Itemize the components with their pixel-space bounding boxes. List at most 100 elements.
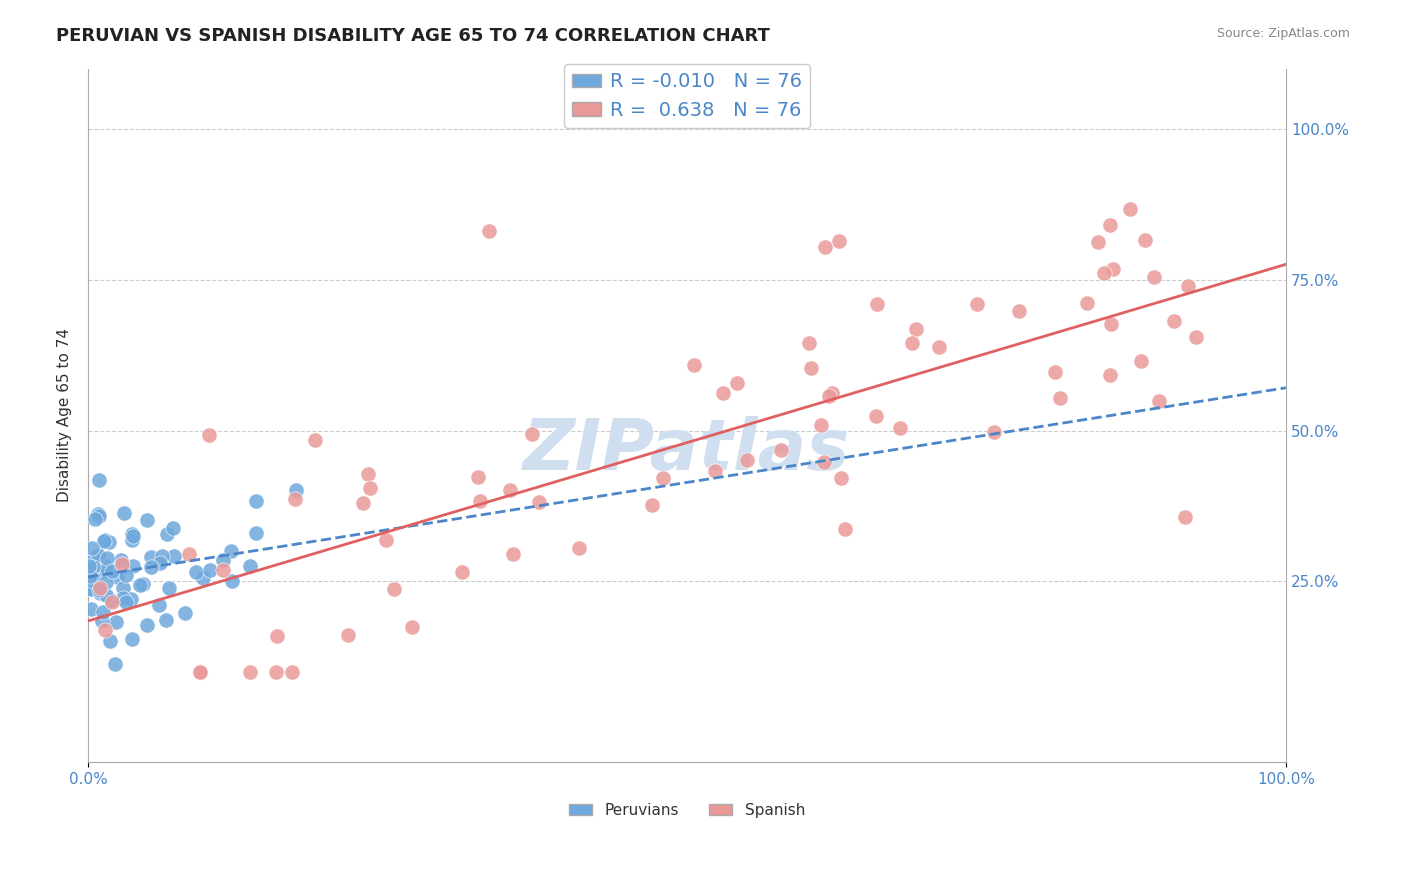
Point xyxy=(80,602,103,616)
Point xyxy=(136,513,159,527)
Point xyxy=(711,386,734,401)
Point xyxy=(1147,394,1170,409)
Point xyxy=(211,563,233,577)
Point xyxy=(155,613,177,627)
Point xyxy=(401,620,423,634)
Point xyxy=(375,533,398,547)
Point xyxy=(79,562,101,576)
Point xyxy=(813,455,835,469)
Point xyxy=(478,224,501,238)
Point xyxy=(149,556,172,570)
Point xyxy=(98,535,121,549)
Point xyxy=(87,582,110,597)
Point xyxy=(359,481,381,495)
Point xyxy=(1008,304,1031,318)
Point xyxy=(1098,218,1121,232)
Point xyxy=(865,409,887,423)
Point xyxy=(148,598,170,612)
Point xyxy=(91,614,114,628)
Point xyxy=(357,467,380,481)
Point xyxy=(93,533,115,547)
Point xyxy=(87,473,110,487)
Point xyxy=(94,588,117,602)
Point xyxy=(121,527,143,541)
Point xyxy=(91,605,114,619)
Point xyxy=(1184,329,1206,343)
Point xyxy=(800,360,823,375)
Point xyxy=(1049,391,1071,405)
Point xyxy=(1045,365,1067,379)
Point xyxy=(121,533,143,547)
Point xyxy=(966,296,988,310)
Point xyxy=(105,570,128,584)
Point xyxy=(112,591,135,606)
Point xyxy=(1092,266,1115,280)
Point xyxy=(93,533,115,548)
Point xyxy=(1087,235,1109,249)
Point xyxy=(1177,278,1199,293)
Point xyxy=(1129,354,1152,368)
Point xyxy=(735,453,758,467)
Point xyxy=(1143,270,1166,285)
Point xyxy=(156,527,179,541)
Text: ZIPatlas: ZIPatlas xyxy=(523,416,851,484)
Point xyxy=(80,582,103,596)
Point xyxy=(382,582,405,597)
Point xyxy=(188,665,211,679)
Point xyxy=(87,549,110,564)
Point xyxy=(769,443,792,458)
Point xyxy=(499,483,522,497)
Point xyxy=(451,565,474,579)
Point xyxy=(122,529,145,543)
Point xyxy=(120,591,142,606)
Point xyxy=(104,615,127,630)
Point xyxy=(818,389,841,403)
Point xyxy=(79,581,101,595)
Point xyxy=(94,564,117,578)
Point xyxy=(89,585,111,599)
Point xyxy=(304,433,326,447)
Point xyxy=(111,581,134,595)
Point xyxy=(84,511,107,525)
Point xyxy=(264,665,287,679)
Point xyxy=(114,595,136,609)
Point xyxy=(94,574,117,589)
Point xyxy=(280,665,302,679)
Point xyxy=(98,634,121,648)
Point xyxy=(221,574,243,588)
Point xyxy=(245,526,267,541)
Point xyxy=(1099,317,1122,331)
Point xyxy=(157,581,180,595)
Point xyxy=(110,553,132,567)
Point xyxy=(80,541,103,555)
Text: Source: ZipAtlas.com: Source: ZipAtlas.com xyxy=(1216,27,1350,40)
Text: PERUVIAN VS SPANISH DISABILITY AGE 65 TO 74 CORRELATION CHART: PERUVIAN VS SPANISH DISABILITY AGE 65 TO… xyxy=(56,27,770,45)
Point xyxy=(239,665,262,679)
Point xyxy=(93,559,115,574)
Point xyxy=(266,629,288,643)
Point xyxy=(87,507,110,521)
Point xyxy=(100,592,122,607)
Point xyxy=(162,521,184,535)
Point xyxy=(284,483,307,497)
Point xyxy=(79,558,101,573)
Point xyxy=(725,376,748,391)
Point xyxy=(111,558,134,572)
Point xyxy=(901,335,924,350)
Point xyxy=(82,560,104,574)
Point xyxy=(502,547,524,561)
Point xyxy=(682,358,704,372)
Point xyxy=(184,565,207,579)
Point xyxy=(520,427,543,442)
Point xyxy=(84,569,107,583)
Point xyxy=(211,553,233,567)
Point xyxy=(797,336,820,351)
Point xyxy=(239,558,262,573)
Point xyxy=(141,550,163,565)
Point xyxy=(89,581,111,595)
Point xyxy=(104,657,127,672)
Point xyxy=(139,559,162,574)
Point xyxy=(704,464,727,478)
Point xyxy=(527,495,550,509)
Point xyxy=(640,498,662,512)
